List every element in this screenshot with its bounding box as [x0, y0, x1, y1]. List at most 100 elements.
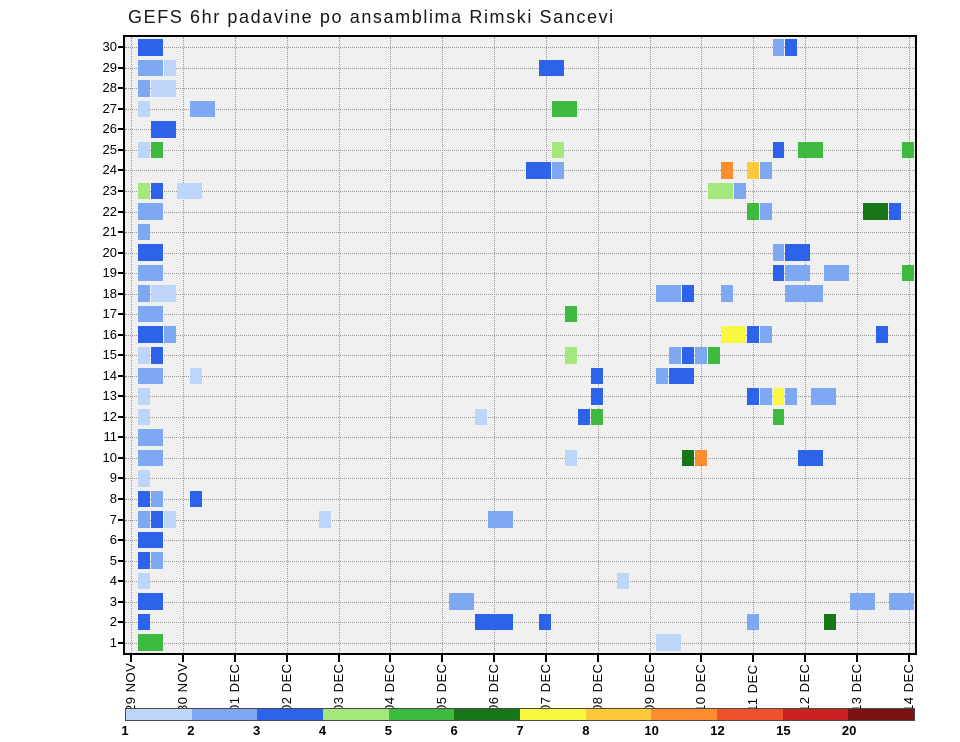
y-tick-label: 6 [109, 532, 117, 548]
x-tick-label: 07 DEC [537, 663, 553, 712]
grid-line-vertical [442, 37, 444, 653]
grid-line-horizontal [125, 273, 915, 275]
heatmap-cell [759, 326, 772, 343]
heatmap-cell [539, 59, 565, 77]
heatmap-cell [617, 572, 630, 590]
heatmap-cell [137, 80, 150, 97]
y-axis-tick [118, 559, 125, 562]
x-axis-tick [493, 655, 496, 662]
y-axis-tick [118, 518, 125, 521]
grid-line-vertical [235, 37, 237, 653]
y-axis-tick [118, 292, 125, 295]
y-axis-tick [118, 272, 125, 275]
grid-line-horizontal [125, 129, 915, 131]
legend-tick-label: 7 [516, 723, 524, 738]
heatmap-cell [668, 367, 694, 385]
heatmap-cell [655, 367, 668, 385]
x-tick-label: 13 DEC [848, 663, 864, 712]
grid-line-horizontal [125, 252, 915, 254]
y-tick-label: 7 [109, 511, 117, 527]
grid-line-horizontal [125, 519, 915, 521]
heatmap-cell [150, 141, 163, 159]
heatmap-cell [565, 305, 578, 323]
y-tick-label: 19 [102, 265, 117, 281]
heatmap-cell [720, 326, 746, 343]
x-axis-tick [441, 655, 444, 662]
legend-color-segment [520, 709, 586, 720]
heatmap-cell [707, 347, 720, 364]
legend-color-segment [651, 709, 718, 720]
legend-color-segment [454, 709, 521, 720]
grid-line-horizontal [125, 396, 915, 398]
grid-line-vertical [338, 37, 340, 653]
y-tick-label: 14 [102, 367, 117, 383]
y-axis-tick [118, 415, 125, 418]
grid-line-horizontal [125, 334, 915, 336]
heatmap-cell [137, 593, 163, 610]
heatmap-cell [137, 572, 150, 590]
y-tick-label: 3 [109, 593, 117, 609]
grid-line-vertical [131, 37, 133, 653]
grid-line-horizontal [125, 149, 915, 151]
heatmap-cell [746, 388, 759, 405]
heatmap-cell [772, 264, 785, 282]
heatmap-cell [137, 264, 163, 282]
heatmap-cell [759, 203, 772, 220]
heatmap-cell [539, 613, 552, 631]
y-tick-label: 17 [102, 306, 117, 322]
heatmap-cell [565, 347, 578, 364]
heatmap-cell [137, 634, 163, 651]
grid-line-horizontal [125, 314, 915, 316]
x-tick-label: 02 DEC [278, 663, 294, 712]
grid-line-vertical [804, 37, 806, 653]
precipitation-heatmap-plot [125, 37, 915, 653]
heatmap-cell [137, 39, 163, 56]
x-axis-tick [234, 655, 237, 662]
y-axis-tick [118, 46, 125, 49]
heatmap-cell [889, 203, 902, 220]
chart-title: GEFS 6hr padavine po ansamblima Rimski S… [128, 7, 615, 27]
legend-tick-label: 4 [318, 723, 327, 738]
heatmap-cell [552, 162, 565, 179]
grid-line-horizontal [125, 540, 915, 542]
heatmap-cell [824, 264, 850, 282]
heatmap-cell [785, 244, 811, 261]
heatmap-cell [876, 326, 889, 343]
x-axis-tick [700, 655, 703, 662]
heatmap-cell [137, 100, 150, 118]
heatmap-cell [150, 80, 176, 97]
heatmap-cell [137, 203, 163, 220]
grid-line-horizontal [125, 108, 915, 110]
legend-tick-label: 6 [450, 723, 458, 738]
heatmap-cell [772, 39, 785, 56]
legend-color-segment [717, 709, 783, 720]
heatmap-cell [150, 552, 163, 569]
y-tick-label: 29 [102, 59, 117, 75]
heatmap-cell [746, 613, 759, 631]
heatmap-cell [552, 141, 565, 159]
heatmap-cell [137, 367, 163, 385]
y-axis-tick [118, 148, 125, 151]
x-axis-tick [130, 655, 133, 662]
heatmap-cell [772, 141, 785, 159]
heatmap-cell [785, 388, 798, 405]
y-axis-tick [118, 641, 125, 644]
grid-line-vertical [286, 37, 288, 653]
heatmap-cell [902, 141, 914, 159]
y-axis-tick [118, 395, 125, 398]
y-tick-label: 28 [102, 80, 117, 96]
x-tick-label: 01 DEC [227, 663, 243, 712]
x-axis-tick [596, 655, 599, 662]
grid-line-horizontal [125, 478, 915, 480]
heatmap-cell [759, 388, 772, 405]
y-tick-label: 12 [102, 408, 117, 424]
heatmap-cell [655, 285, 681, 302]
heatmap-cell [137, 429, 163, 446]
y-axis-tick [118, 333, 125, 336]
heatmap-cell [526, 162, 552, 179]
legend-tick-label: 12 [710, 723, 725, 738]
grid-line-horizontal [125, 560, 915, 562]
y-tick-label: 4 [109, 573, 117, 589]
heatmap-cell [785, 285, 824, 302]
y-axis-tick [118, 374, 125, 377]
